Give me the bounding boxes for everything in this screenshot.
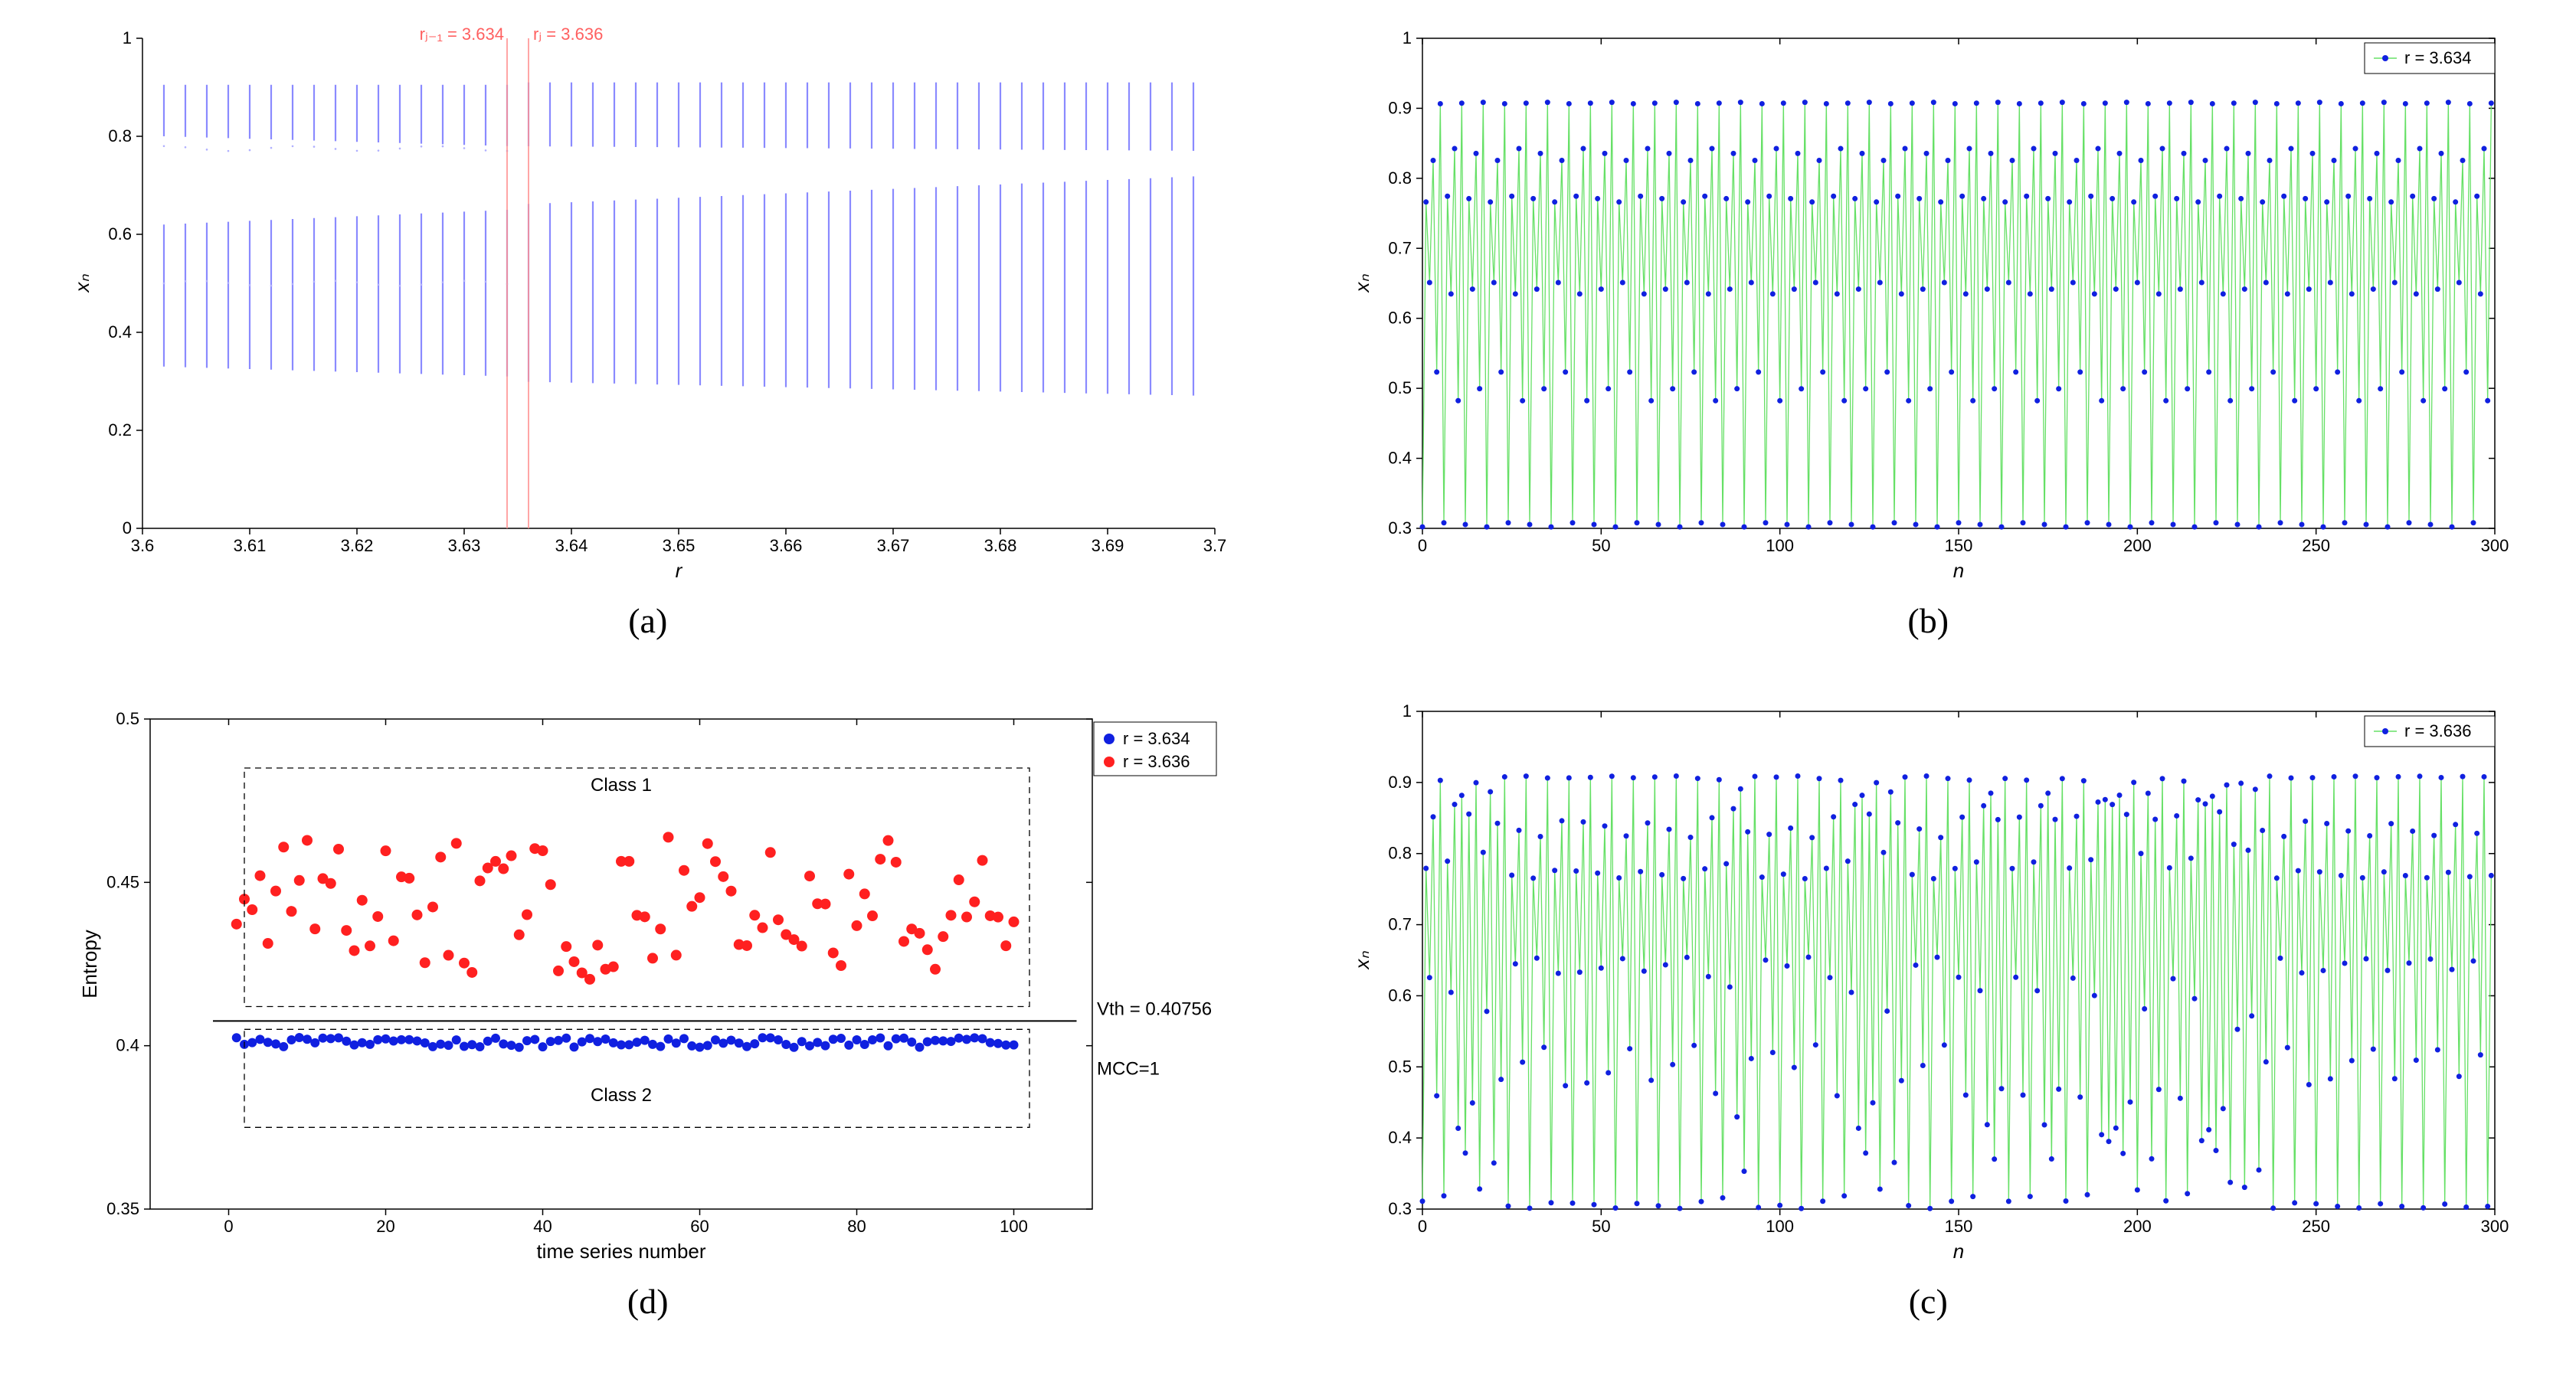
- svg-text:100: 100: [1766, 1217, 1795, 1236]
- svg-text:20: 20: [376, 1217, 394, 1236]
- svg-text:150: 150: [1945, 1217, 1973, 1236]
- svg-text:0: 0: [1418, 1217, 1427, 1236]
- svg-text:3.65: 3.65: [662, 536, 695, 555]
- svg-text:60: 60: [690, 1217, 709, 1236]
- svg-text:1: 1: [1403, 28, 1412, 47]
- svg-text:1: 1: [123, 28, 132, 47]
- svg-text:0.4: 0.4: [1389, 1128, 1412, 1147]
- figure-grid: 3.6 3.61 3.62 3.63 3.64 3.65 3.66 3.67 3.68 3.69 3…: [0, 0, 2576, 1376]
- svg-text:3.61: 3.61: [233, 536, 266, 555]
- svg-text:Vth = 0.40756: Vth = 0.40756: [1097, 998, 1212, 1019]
- svg-text:200: 200: [2123, 1217, 2152, 1236]
- svg-text:xₙ: xₙ: [70, 274, 93, 294]
- svg-text:0.2: 0.2: [108, 420, 132, 440]
- svg-text:r = 3.634: r = 3.634: [2404, 48, 2471, 67]
- svg-text:Entropy: Entropy: [78, 930, 101, 998]
- svg-text:0: 0: [1418, 536, 1427, 555]
- svg-text:3.66: 3.66: [769, 536, 802, 555]
- svg-text:n: n: [1953, 1240, 1964, 1263]
- panel-d-label: (d): [627, 1281, 669, 1322]
- svg-text:3.69: 3.69: [1091, 536, 1124, 555]
- svg-text:100: 100: [1766, 536, 1795, 555]
- svg-text:0.7: 0.7: [1389, 914, 1412, 933]
- svg-text:3.67: 3.67: [876, 536, 909, 555]
- chart-a-svg: 3.6 3.61 3.62 3.63 3.64 3.65 3.66 3.67 3.68 3.69 3…: [51, 15, 1245, 597]
- svg-text:40: 40: [533, 1217, 552, 1236]
- svg-text:3.64: 3.64: [555, 536, 588, 555]
- svg-text:0.6: 0.6: [108, 224, 132, 243]
- svg-text:0: 0: [224, 1217, 233, 1236]
- svg-text:3.62: 3.62: [340, 536, 373, 555]
- panel-c-label: (c): [1909, 1281, 1948, 1322]
- svg-text:0.6: 0.6: [1389, 309, 1412, 328]
- svg-text:0.4: 0.4: [1389, 449, 1412, 468]
- chart-b-svg: 0 50 100 150 200 250 300 0.3 0.4 0.5 0.6 0.7 0.8 0.9 1…: [1331, 15, 2525, 597]
- chart-c-svg: 0 50 100 150 200 250 300 0.3 0.4 0.5 0.6 0.7 0.8 0.9 1…: [1331, 688, 2525, 1278]
- svg-text:0.8: 0.8: [1389, 168, 1412, 188]
- svg-text:300: 300: [2481, 536, 2509, 555]
- svg-text:3.68: 3.68: [984, 536, 1016, 555]
- svg-text:0.9: 0.9: [1389, 98, 1412, 117]
- svg-text:50: 50: [1592, 536, 1610, 555]
- svg-text:r = 3.636: r = 3.636: [1123, 752, 1190, 771]
- panel-a-label: (a): [628, 600, 667, 641]
- panel-d: 0 20 40 60 80 100 0.35 0.4 0.45 0.5 time series nu…: [31, 688, 1265, 1361]
- chart-d-svg: 0 20 40 60 80 100 0.35 0.4 0.45 0.5 time series nu…: [51, 688, 1245, 1278]
- svg-text:0.45: 0.45: [106, 872, 139, 891]
- svg-text:200: 200: [2123, 536, 2152, 555]
- svg-text:3.6: 3.6: [130, 536, 154, 555]
- svg-text:50: 50: [1592, 1217, 1610, 1236]
- svg-text:0.7: 0.7: [1389, 238, 1412, 257]
- svg-text:0.4: 0.4: [116, 1035, 139, 1054]
- svg-text:Class 2: Class 2: [591, 1085, 652, 1106]
- svg-text:0.6: 0.6: [1389, 985, 1412, 1005]
- svg-text:1: 1: [1403, 701, 1412, 721]
- svg-text:0.4: 0.4: [108, 322, 132, 342]
- svg-text:0.8: 0.8: [1389, 843, 1412, 862]
- svg-text:r = 3.634: r = 3.634: [1123, 729, 1190, 748]
- svg-text:xₙ: xₙ: [1350, 950, 1373, 970]
- svg-text:0.35: 0.35: [106, 1199, 139, 1218]
- svg-text:rⱼ₋₁ = 3.634: rⱼ₋₁ = 3.634: [419, 25, 503, 44]
- svg-text:150: 150: [1945, 536, 1973, 555]
- svg-text:0.3: 0.3: [1389, 518, 1412, 538]
- svg-text:r: r: [675, 559, 682, 582]
- svg-text:3.7: 3.7: [1203, 536, 1226, 555]
- svg-text:r = 3.636: r = 3.636: [2404, 721, 2471, 740]
- svg-text:100: 100: [1000, 1217, 1028, 1236]
- svg-text:250: 250: [2303, 536, 2331, 555]
- panel-c: 0 50 100 150 200 250 300 0.3 0.4 0.5 0.6 0.7 0.8 0.9 1…: [1311, 688, 2546, 1361]
- svg-text:0.5: 0.5: [1389, 378, 1412, 397]
- svg-text:0: 0: [123, 518, 132, 538]
- svg-text:n: n: [1953, 559, 1964, 582]
- svg-text:time series number: time series number: [536, 1240, 705, 1263]
- svg-text:0.3: 0.3: [1389, 1199, 1412, 1218]
- svg-text:MCC=1: MCC=1: [1097, 1058, 1160, 1079]
- svg-text:300: 300: [2481, 1217, 2509, 1236]
- svg-text:Class 1: Class 1: [591, 774, 652, 795]
- svg-text:0.5: 0.5: [116, 709, 139, 728]
- svg-text:0.5: 0.5: [1389, 1057, 1412, 1076]
- svg-text:250: 250: [2303, 1217, 2331, 1236]
- svg-text:80: 80: [847, 1217, 866, 1236]
- panel-b: 0 50 100 150 200 250 300 0.3 0.4 0.5 0.6 0.7 0.8 0.9 1…: [1311, 15, 2546, 681]
- svg-text:0.8: 0.8: [108, 126, 132, 145]
- svg-text:3.63: 3.63: [447, 536, 480, 555]
- panel-b-label: (b): [1907, 600, 1949, 641]
- panel-a: 3.6 3.61 3.62 3.63 3.64 3.65 3.66 3.67 3.68 3.69 3…: [31, 15, 1265, 681]
- svg-text:xₙ: xₙ: [1350, 274, 1373, 294]
- svg-text:0.9: 0.9: [1389, 772, 1412, 791]
- svg-text:rⱼ = 3.636: rⱼ = 3.636: [533, 25, 603, 44]
